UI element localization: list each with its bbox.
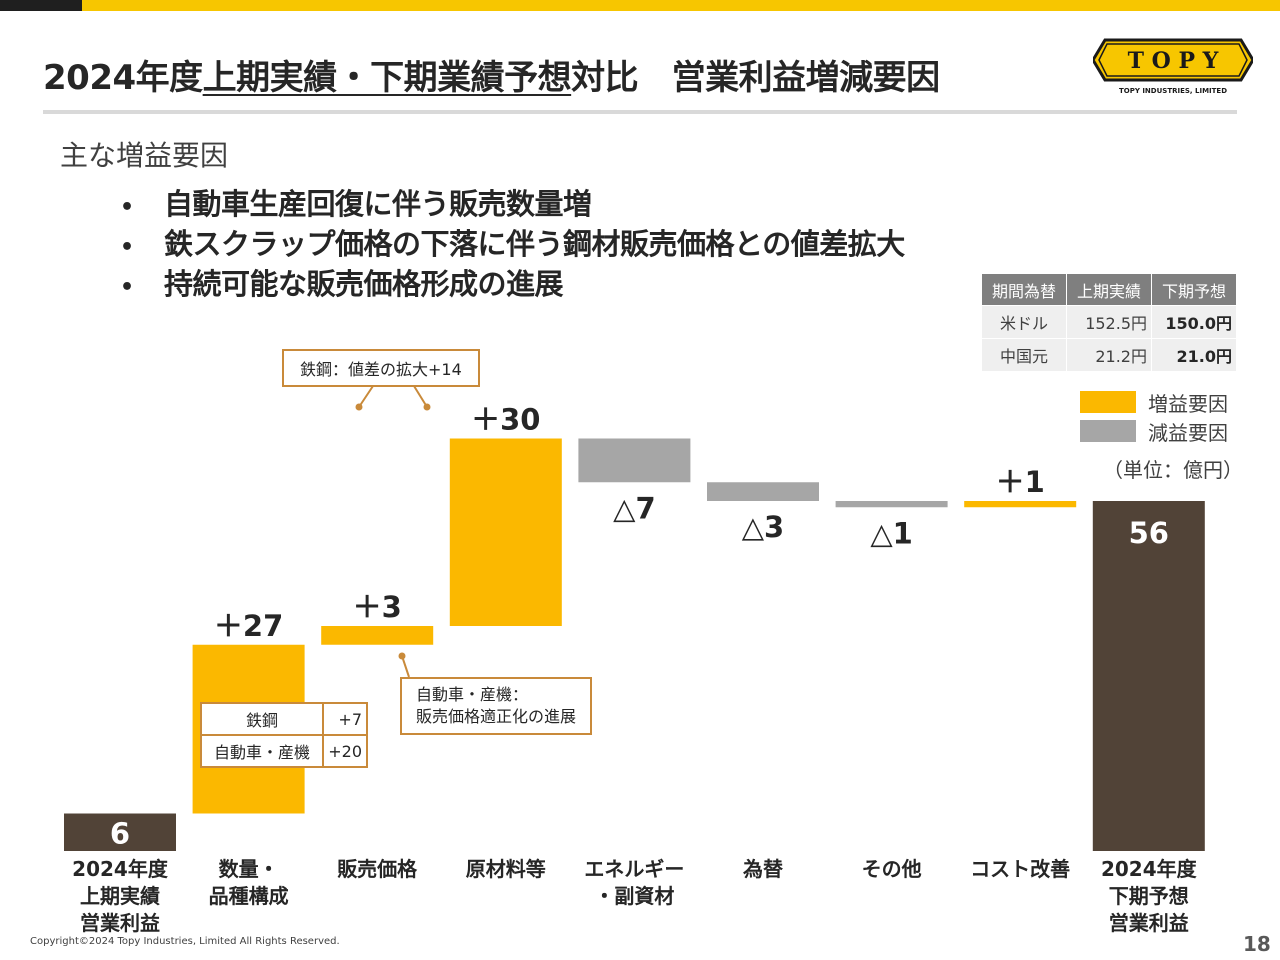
volume-breakdown-table: 鉄鋼 +7 自動車・産機 +20 bbox=[200, 702, 368, 768]
breakdown-label: 鉄鋼 bbox=[200, 702, 324, 736]
category-label: 下期予想 bbox=[1109, 884, 1189, 908]
legend-swatch-decrease bbox=[1080, 420, 1136, 442]
fx-row-usd: 米ドル 152.5円 150.0円 bbox=[981, 305, 1237, 339]
fx-rate-h2: 21.0円 bbox=[1151, 338, 1237, 372]
bullet-dot: • bbox=[120, 195, 134, 220]
bullet-item: • 鉄スクラップ価格の下落に伴う鋼材販売価格との値差拡大 bbox=[120, 224, 905, 264]
bullet-dot: • bbox=[120, 235, 134, 260]
bar-value-label: ＋30 bbox=[471, 403, 540, 437]
topy-logo: T O P Y TOPY INDUSTRIES, LIMITED bbox=[1093, 38, 1253, 95]
fx-rate-h1: 21.2円 bbox=[1066, 338, 1152, 372]
breakdown-row: 鉄鋼 +7 bbox=[200, 702, 368, 736]
fx-header: 期間為替 bbox=[981, 273, 1067, 306]
fx-header: 上期実績 bbox=[1066, 273, 1152, 306]
category-label: 上期実績 bbox=[80, 884, 160, 908]
copyright: Copyright©2024 Topy Industries, Limited … bbox=[30, 936, 340, 947]
callout-steel-spread: 鉄鋼：値差の拡大+14 bbox=[282, 349, 480, 387]
breakdown-row: 自動車・産機 +20 bbox=[200, 734, 368, 768]
title-divider bbox=[43, 110, 1237, 114]
category-label: 2024年度 bbox=[1101, 857, 1198, 881]
category-label: 営業利益 bbox=[1109, 911, 1189, 935]
category-label: その他 bbox=[862, 857, 922, 881]
legend-swatch-increase bbox=[1080, 391, 1136, 413]
logo-subtext: TOPY INDUSTRIES, LIMITED bbox=[1119, 87, 1227, 95]
section-subtitle: 主な増益要因 bbox=[60, 139, 229, 172]
fx-rate-h1: 152.5円 bbox=[1066, 305, 1152, 339]
waterfall-bar bbox=[707, 482, 819, 501]
unit-label: （単位：億円） bbox=[1103, 458, 1243, 482]
callout-text: 鉄鋼：値差の拡大+14 bbox=[300, 360, 462, 379]
bar-value-label: ＋1 bbox=[996, 465, 1045, 499]
waterfall-bar bbox=[1092, 501, 1205, 851]
category-label: 営業利益 bbox=[80, 911, 160, 935]
bullet-list: • 自動車生産回復に伴う販売数量増 • 鉄スクラップ価格の下落に伴う鋼材販売価格との… bbox=[120, 184, 905, 304]
bullet-text: 持続可能な販売価格形成の進展 bbox=[164, 267, 564, 301]
top-bar-dark bbox=[0, 0, 82, 11]
legend-label: 減益要因 bbox=[1148, 420, 1228, 445]
bar-value-label: ＋3 bbox=[353, 590, 402, 624]
waterfall-bar bbox=[964, 501, 1077, 508]
bullet-item: • 持続可能な販売価格形成の進展 bbox=[120, 264, 905, 304]
bullet-text: 鉄スクラップ価格の下落に伴う鋼材販売価格との値差拡大 bbox=[164, 227, 905, 261]
waterfall-bar bbox=[321, 626, 434, 645]
callout-anchor-dot bbox=[355, 403, 363, 411]
legend-increase: 増益要因 bbox=[1080, 390, 1228, 416]
callout-price-progress: 自動車・産機： 販売価格適正化の進展 bbox=[400, 677, 593, 735]
category-label: 原材料等 bbox=[466, 857, 546, 881]
category-label: 為替 bbox=[743, 857, 783, 881]
logo-wordmark: T O P Y bbox=[1128, 48, 1219, 74]
bar-value-label: △1 bbox=[870, 516, 912, 550]
fx-currency: 中国元 bbox=[981, 338, 1067, 372]
bar-value-label: ＋27 bbox=[214, 609, 283, 643]
fx-row-cny: 中国元 21.2円 21.0円 bbox=[981, 338, 1237, 372]
fx-rate-h2: 150.0円 bbox=[1151, 305, 1237, 339]
bullet-dot: • bbox=[120, 275, 134, 300]
category-label: コスト改善 bbox=[970, 857, 1070, 881]
category-label: ・副資材 bbox=[594, 884, 674, 908]
category-label: 数量・ bbox=[219, 857, 279, 881]
legend-decrease: 減益要因 bbox=[1080, 419, 1228, 445]
fx-currency: 米ドル bbox=[981, 305, 1067, 339]
bullet-text: 自動車生産回復に伴う販売数量増 bbox=[164, 187, 592, 221]
waterfall-bar bbox=[64, 813, 176, 851]
category-label: エネルギー bbox=[584, 857, 684, 881]
callout-anchor-dot bbox=[423, 403, 431, 411]
bullet-item: • 自動車生産回復に伴う販売数量増 bbox=[120, 184, 905, 224]
fx-header: 下期予想 bbox=[1151, 273, 1237, 306]
top-bar-gold bbox=[82, 0, 1280, 11]
waterfall-chart: 62024年度上期実績営業利益＋27数量・品種構成＋3販売価格＋30原材料等△7… bbox=[64, 385, 1205, 935]
callout-text: 販売価格適正化の進展 bbox=[416, 707, 577, 726]
page-number: 18 bbox=[1243, 932, 1271, 956]
category-label: 品種構成 bbox=[209, 884, 289, 908]
category-label: 2024年度 bbox=[72, 857, 169, 881]
waterfall-bar bbox=[578, 438, 691, 483]
callout-connector bbox=[358, 385, 374, 408]
bar-value-label: △7 bbox=[613, 491, 655, 525]
legend-label: 増益要因 bbox=[1148, 391, 1228, 416]
category-label: 販売価格 bbox=[337, 857, 418, 881]
callout-connector bbox=[413, 385, 428, 408]
waterfall-bar bbox=[449, 438, 562, 626]
callout-anchor-dot bbox=[398, 652, 406, 660]
bar-value-label: △3 bbox=[742, 510, 784, 544]
waterfall-bar bbox=[835, 501, 948, 508]
bar-value-label: 6 bbox=[110, 817, 130, 851]
breakdown-value: +20 bbox=[322, 734, 368, 768]
breakdown-label: 自動車・産機 bbox=[200, 734, 324, 768]
breakdown-value: +7 bbox=[322, 702, 368, 736]
page-title: 2024年度上期実績・下期業績予想対比 営業利益増減要因 bbox=[43, 58, 940, 98]
fx-rate-table: 期間為替 上期実績 下期予想 米ドル 152.5円 150.0円 中国元 21.… bbox=[981, 273, 1237, 372]
bar-value-label: 56 bbox=[1129, 516, 1169, 550]
callout-connector bbox=[401, 655, 410, 678]
callout-text: 自動車・産機： bbox=[416, 685, 529, 704]
